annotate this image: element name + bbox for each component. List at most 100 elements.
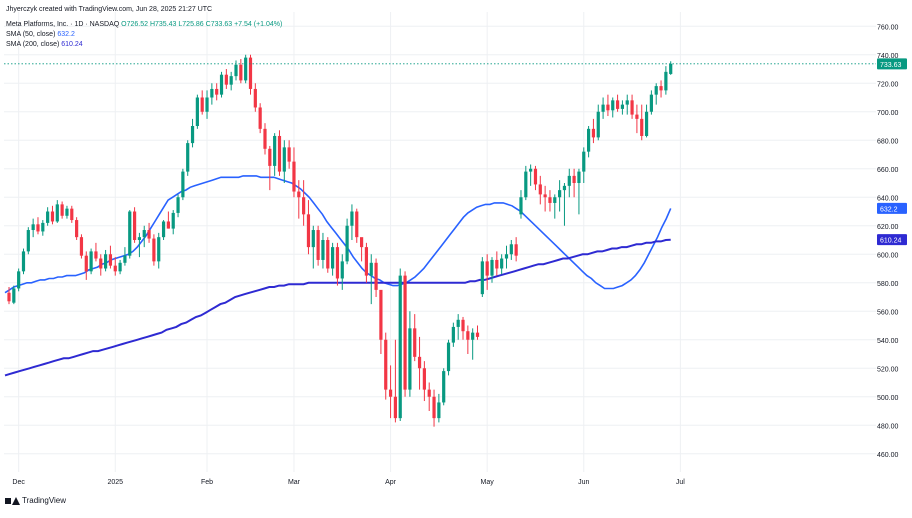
candle-body [205, 97, 209, 112]
candle-body [128, 211, 132, 256]
candle-up [195, 94, 199, 129]
ohlc-low: L725.86 [178, 21, 204, 28]
candle-up [456, 314, 460, 340]
candle-body [181, 171, 185, 198]
candle-down [253, 83, 257, 112]
candle-body [587, 128, 591, 152]
candle-body [519, 197, 523, 215]
candle-down [591, 118, 596, 144]
sma-50-value-label: 632.2 [880, 206, 898, 213]
candle-down [75, 217, 79, 240]
candle-up [582, 147, 586, 183]
candle-up [446, 339, 451, 376]
candle-up [205, 90, 209, 119]
candle-body [123, 255, 127, 263]
ohlc-close: C733.63 [205, 21, 233, 28]
y-tick-label: 640.00 [877, 195, 899, 202]
candle-body [480, 261, 484, 295]
candle-body [79, 237, 84, 256]
candle-body [21, 251, 26, 272]
candle-body [282, 147, 286, 172]
y-tick-label: 740.00 [877, 53, 899, 60]
candle-body [229, 76, 233, 85]
candle-body [210, 88, 214, 98]
y-tick-label: 680.00 [877, 138, 899, 145]
candle-down [7, 287, 11, 305]
candle-up [369, 254, 373, 305]
candle-up [509, 240, 513, 260]
candle-body [620, 104, 625, 109]
candle-down [70, 205, 74, 223]
candle-body [195, 97, 199, 126]
candle-down [615, 94, 620, 112]
candle-body [234, 64, 238, 77]
candle-up [273, 133, 277, 176]
candle-body [302, 197, 306, 215]
candle-down [277, 130, 282, 176]
candle-body [446, 342, 451, 372]
candle-body [263, 128, 267, 149]
sma-200-value-label: 610.24 [880, 238, 902, 245]
candle-body [190, 126, 195, 144]
y-tick-label: 480.00 [877, 423, 899, 430]
candle-body [456, 319, 460, 327]
candle-body [26, 230, 30, 252]
candle-up [669, 61, 673, 75]
sma-50-line [4, 175, 672, 294]
candle-up [519, 190, 523, 219]
candle-body [306, 214, 311, 248]
candle-up [331, 242, 335, 276]
tradingview-footer[interactable]: TradingView [5, 496, 66, 505]
candle-down [543, 185, 547, 212]
attribution-text: Jhyerczyk created with TradingView.com, … [6, 6, 213, 13]
candle-up [654, 83, 658, 105]
candle-body [504, 254, 509, 259]
ma200-legend[interactable]: SMA (200, close) 610.24 [6, 40, 83, 49]
candle-body [17, 271, 21, 289]
candle-up [311, 225, 315, 269]
candle-up [601, 97, 605, 119]
candle-body [41, 222, 45, 232]
candle-body [268, 148, 272, 166]
candle-body [345, 225, 349, 262]
candle-up [21, 248, 26, 275]
candle-up [500, 254, 504, 275]
candle-body [475, 332, 480, 337]
candle-body [635, 114, 639, 119]
candle-down [427, 382, 431, 411]
candle-body [46, 211, 50, 223]
candle-up [490, 257, 494, 283]
candle-body [432, 396, 436, 419]
candle-up [55, 200, 59, 223]
candle-down [302, 180, 306, 226]
candle-up [176, 194, 180, 218]
candle-up [577, 168, 581, 215]
candle-up [625, 94, 629, 115]
candle-up [104, 249, 108, 272]
ma50-legend[interactable]: SMA (50, close) 632.2 [6, 30, 75, 39]
candle-down [335, 242, 340, 286]
x-tick-label: Jun [578, 479, 589, 486]
candle-up [558, 180, 562, 212]
candle-body [567, 175, 571, 186]
candle-body [615, 100, 620, 109]
candle-body [84, 255, 88, 272]
candle-body [437, 402, 441, 419]
candle-body [55, 204, 59, 222]
candle-body [340, 261, 344, 279]
candle-up [17, 268, 21, 292]
candle-down [572, 168, 576, 198]
symbol-header: Meta Platforms, Inc. · 1D · NASDAQ O726.… [6, 20, 282, 29]
candle-down [548, 190, 552, 212]
candle-down [132, 207, 137, 243]
candle-body [649, 94, 653, 112]
candle-body [514, 244, 518, 256]
candle-body [495, 259, 499, 269]
candle-body [355, 211, 359, 238]
candle-body [509, 244, 513, 255]
candle-down [36, 217, 40, 235]
candle-down [422, 361, 426, 402]
candle-down [379, 289, 383, 354]
